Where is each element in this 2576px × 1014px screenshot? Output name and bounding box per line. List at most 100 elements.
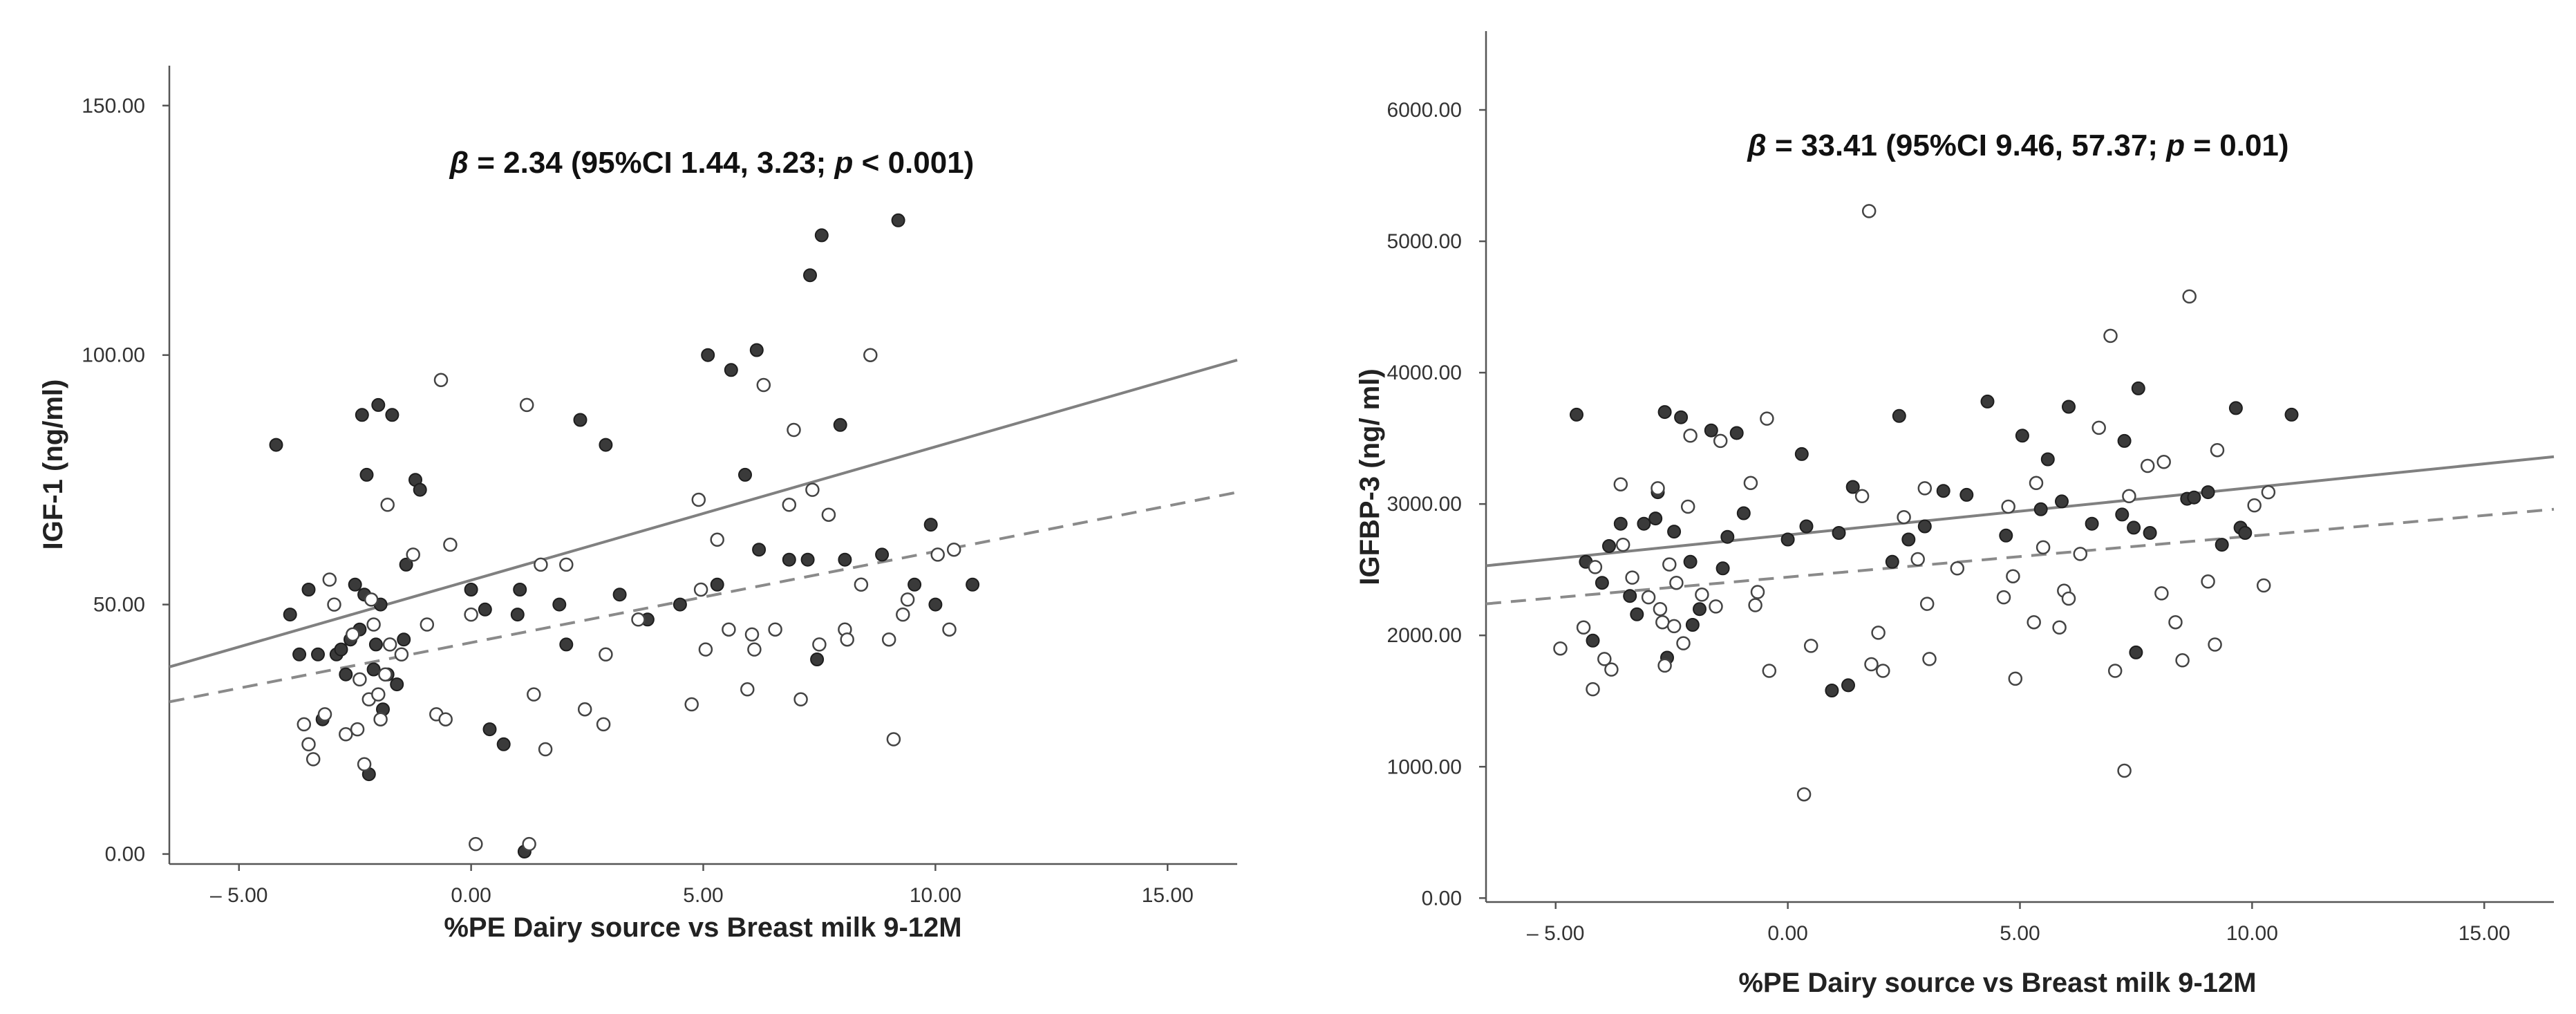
igfbp3-point-filled	[2085, 516, 2099, 531]
igf1-point-open	[946, 542, 961, 557]
igf1-point-filled	[833, 417, 847, 432]
igfbp3-point-filled	[1657, 405, 1672, 420]
igfbp3-point-filled	[1832, 526, 1846, 540]
igfbp3-point-open	[1588, 560, 1603, 574]
igfbp3-point-filled	[1901, 532, 1916, 547]
igfbp3-point-open	[1604, 662, 1619, 677]
igf1-point-open	[371, 687, 386, 702]
igfbp3-fit-line-dashed	[1485, 507, 2555, 605]
igf1-scatter-chart: – 5.00 0.00 5.00 10.00 15.00 0.00 50.00 100.00 1…	[38, 66, 1238, 943]
igf1-point-open	[782, 498, 797, 512]
igfbp3-y-tick-label: 0.00	[1422, 887, 1462, 910]
igf1-beta-symbol: β	[449, 146, 469, 180]
igf1-point-open	[747, 642, 762, 657]
igfbp3-point-open	[1854, 489, 1870, 504]
igfbp3-x-axis-title: %PE Dairy source vs Breast milk 9-12M	[1738, 968, 2256, 998]
igf1-fit-lines	[169, 358, 1238, 704]
igf1-point-open	[301, 737, 316, 752]
igf1-point-open	[812, 637, 827, 652]
igfbp3-scatter-chart: – 5.00 0.00 5.00 10.00 15.00 0.00 1000.00 2000.…	[1355, 31, 2555, 998]
igf1-y-tick-label: 100.00	[82, 344, 145, 367]
igf1-point-filled	[513, 583, 527, 597]
igf1-point-open	[599, 647, 613, 662]
igf1-x-tick-label: 15.00	[1142, 884, 1194, 907]
igfbp3-point-filled	[1999, 528, 2013, 543]
igfbp3-point-filled	[1980, 394, 1995, 409]
igf1-point-open	[684, 697, 699, 712]
igfbp3-point-filled	[1841, 678, 1855, 693]
igfbp3-annotation-text-a: = 33.41 (95%CI 9.46, 57.37;	[1767, 129, 2167, 162]
igfbp3-y-tick-label: 3000.00	[1387, 493, 1462, 516]
igf1-point-filled	[355, 408, 369, 422]
igfbp3-point-filled	[2201, 485, 2215, 500]
igfbp3-point-open	[1910, 552, 1925, 567]
igf1-point-open	[350, 722, 365, 737]
igf1-fit-line-solid	[169, 358, 1238, 668]
igfbp3-point-open	[2201, 574, 2215, 589]
igfbp3-x-tick-label: – 5.00	[1527, 922, 1584, 945]
igf1-point-filled	[482, 722, 497, 737]
igf1-point-filled	[510, 608, 525, 622]
igfbp3-point-open	[1680, 499, 1695, 514]
igfbp3-y-tick-label: 5000.00	[1387, 230, 1462, 253]
igf1-point-open	[297, 717, 312, 732]
igfbp3-point-filled	[1892, 409, 1906, 423]
igf1-point-filled	[496, 737, 511, 751]
igfbp3-point-open	[1871, 626, 1886, 640]
igf1-point-filled	[559, 637, 574, 652]
igf1-point-filled	[875, 547, 890, 562]
igfbp3-point-filled	[1693, 602, 1707, 617]
igf1-point-filled	[749, 343, 764, 357]
igf1-point-filled	[283, 608, 297, 622]
igfbp3-point-open	[1762, 664, 1777, 678]
igf1-point-open	[863, 348, 878, 362]
igf1-point-open	[327, 597, 341, 612]
igf1-point-open	[438, 712, 453, 726]
igf1-y-tick-label: 150.00	[82, 95, 145, 118]
igf1-point-open	[631, 612, 646, 627]
igfbp3-point-open	[2261, 485, 2276, 500]
igf1-point-filled	[891, 213, 905, 227]
igfbp3-point-open	[2091, 420, 2106, 435]
igf1-point-open	[942, 622, 957, 637]
igfbp3-point-filled	[1959, 487, 1974, 502]
igf1-point-filled	[552, 597, 567, 612]
igfbp3-point-open	[2156, 455, 2171, 469]
igf1-point-open	[805, 482, 820, 497]
igf1-point-filled	[810, 652, 825, 666]
igfbp3-point-open	[1748, 598, 1762, 612]
igf1-point-open	[886, 732, 901, 747]
igfbp3-point-open	[1641, 590, 1656, 605]
igfbp3-point-filled	[1794, 447, 1809, 461]
igf1-point-open	[768, 622, 782, 637]
igfbp3-point-open	[2061, 591, 2076, 606]
igf1-point-filled	[413, 482, 427, 497]
igfbp3-point-open	[1803, 639, 1818, 653]
igf1-point-filled	[301, 583, 316, 597]
igf1-point-open	[930, 547, 945, 562]
igfbp3-point-open	[1553, 641, 1568, 656]
igfbp3-point-filled	[1683, 554, 1698, 569]
igfbp3-data-points	[1553, 204, 2299, 802]
igfbp3-point-open	[1750, 585, 1765, 599]
igfbp3-point-filled	[2131, 381, 2145, 395]
igfbp3-point-filled	[1736, 506, 1751, 520]
igf1-annotation-text-b: < 0.001)	[853, 146, 974, 180]
igf1-point-open	[793, 692, 808, 707]
igf1-point-open	[519, 397, 534, 413]
igf1-y-tick-label: 50.00	[93, 594, 145, 617]
igfbp3-p-symbol: p	[2165, 129, 2185, 162]
igf1-ticks: – 5.00 0.00 5.00 10.00 15.00 0.00 50.00 100.00 1…	[82, 95, 1194, 907]
igfbp3-point-open	[1796, 787, 1812, 802]
igfbp3-point-open	[1864, 657, 1879, 672]
igfbp3-point-filled	[2228, 401, 2243, 415]
igfbp3-point-open	[2122, 489, 2136, 504]
igf1-point-filled	[800, 552, 815, 567]
igf1-point-filled	[269, 438, 283, 452]
igf1-point-open	[787, 422, 801, 438]
igf1-point-open	[464, 607, 478, 622]
igfbp3-point-open	[1615, 537, 1630, 552]
igf1-point-filled	[738, 467, 752, 482]
igfbp3-x-tick-label: 10.00	[2226, 922, 2278, 945]
